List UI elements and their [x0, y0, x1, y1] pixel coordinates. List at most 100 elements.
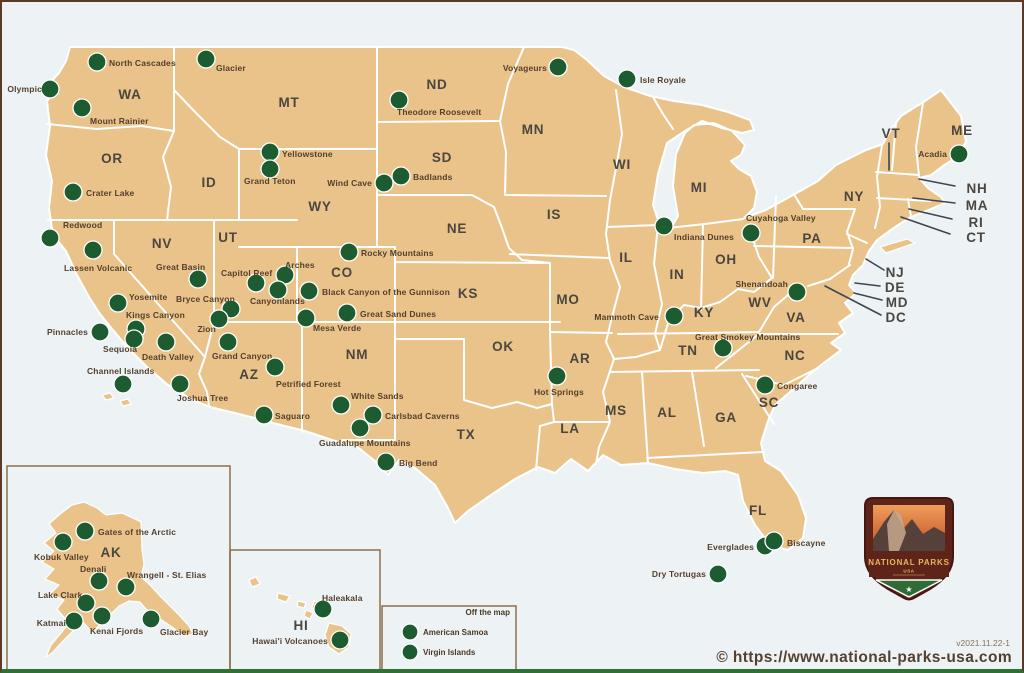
park-marker-zion[interactable]	[209, 309, 229, 329]
callout-line-ri	[908, 208, 953, 220]
park-marker-kenai-fjords[interactable]	[92, 606, 112, 626]
park-marker-grand-canyon[interactable]	[218, 332, 238, 352]
park-marker-north-cascades[interactable]	[87, 52, 107, 72]
state-label-sc: SC	[759, 395, 779, 410]
park-item-white-sands: White Sands	[331, 391, 404, 415]
park-item-grand-canyon: Grand Canyon	[212, 332, 272, 361]
park-marker-saguaro[interactable]	[254, 405, 274, 425]
park-marker-badlands[interactable]	[391, 166, 411, 186]
park-marker-olympic[interactable]	[40, 79, 60, 99]
park-item-great-smokey-mountains: Great Smokey Mountains	[695, 332, 800, 358]
park-item-voyageurs: Voyageurs	[503, 57, 568, 77]
park-marker-glacier[interactable]	[196, 49, 216, 69]
park-marker-grand-teton[interactable]	[260, 159, 280, 179]
park-label-congaree: Congaree	[777, 381, 818, 391]
park-label-carlsbad-caverns: Carlsbad Caverns	[385, 411, 460, 421]
park-marker-great-basin[interactable]	[188, 269, 208, 289]
park-label-wind-cave: Wind Cave	[327, 178, 372, 188]
state-label-nd: ND	[426, 77, 447, 92]
park-marker-guadalupe-mountains[interactable]	[350, 418, 370, 438]
park-item-crater-lake: Crater Lake	[63, 182, 134, 202]
park-marker-denali[interactable]	[89, 571, 109, 591]
park-marker-shenandoah[interactable]	[787, 282, 807, 302]
park-marker-white-sands[interactable]	[331, 395, 351, 415]
park-marker-lake-clark[interactable]	[76, 593, 96, 613]
state-label-co: CO	[331, 265, 353, 280]
park-item-wrangell-st-elias: Wrangell - St. Elias	[116, 570, 206, 597]
park-marker-haleakala[interactable]	[313, 599, 333, 619]
park-label-wrangell-st-elias: Wrangell - St. Elias	[127, 570, 206, 580]
park-marker-voyageurs[interactable]	[548, 57, 568, 77]
park-marker-channel-islands[interactable]	[113, 374, 133, 394]
park-marker-big-bend[interactable]	[376, 452, 396, 472]
park-marker-black-canyon-of-the-gunnison[interactable]	[299, 281, 319, 301]
park-marker-joshua-tree[interactable]	[170, 374, 190, 394]
park-marker-congaree[interactable]	[755, 375, 775, 395]
park-marker-carlsbad-caverns[interactable]	[363, 405, 383, 425]
park-marker-petrified-forest[interactable]	[265, 357, 285, 377]
state-label-in: IN	[669, 267, 684, 282]
state-label-ut: UT	[218, 230, 238, 245]
park-marker-rocky-mountains[interactable]	[339, 242, 359, 262]
state-label-tn: TN	[678, 343, 698, 358]
park-label-mount-rainier: Mount Rainier	[90, 116, 149, 126]
park-marker-hawai-i-volcanoes[interactable]	[330, 630, 350, 650]
park-marker-wrangell-st-elias[interactable]	[116, 577, 136, 597]
park-marker-canyonlands[interactable]	[268, 280, 288, 300]
park-marker-great-sand-dunes[interactable]	[337, 303, 357, 323]
state-label-me: ME	[951, 123, 973, 138]
park-marker-great-smokey-mountains[interactable]	[713, 338, 733, 358]
park-label-big-bend: Big Bend	[399, 458, 438, 468]
park-label-voyageurs: Voyageurs	[503, 63, 547, 73]
park-marker-redwood[interactable]	[40, 228, 60, 248]
park-marker-crater-lake[interactable]	[63, 182, 83, 202]
legend-layer: American Samoa Virgin Islands	[401, 623, 488, 661]
legend-marker-virgin-islands[interactable]	[401, 643, 419, 661]
park-marker-theodore-roosevelt[interactable]	[389, 90, 409, 110]
park-marker-capitol-reef[interactable]	[246, 273, 266, 293]
park-marker-mammoth-cave[interactable]	[664, 306, 684, 326]
park-marker-katmai[interactable]	[64, 611, 84, 631]
park-marker-mount-rainier[interactable]	[72, 98, 92, 118]
park-marker-kobuk-valley[interactable]	[53, 532, 73, 552]
logo-banner	[869, 553, 949, 577]
state-label-il: IL	[619, 250, 633, 265]
park-marker-mesa-verde[interactable]	[296, 308, 316, 328]
park-marker-hot-springs[interactable]	[547, 366, 567, 386]
park-label-shenandoah: Shenandoah	[735, 279, 788, 289]
off-the-map-legend-box	[381, 605, 517, 669]
park-item-petrified-forest: Petrified Forest	[265, 357, 341, 389]
legend-marker-american-samoa[interactable]	[401, 623, 419, 641]
park-marker-pinnacles[interactable]	[90, 322, 110, 342]
park-label-redwood: Redwood	[63, 220, 102, 230]
state-label-wv: WV	[748, 295, 771, 310]
park-marker-acadia[interactable]	[949, 144, 969, 164]
park-label-olympic: Olympic	[7, 84, 42, 94]
state-label-mt: MT	[278, 95, 299, 110]
park-marker-isle-royale[interactable]	[617, 69, 637, 89]
park-marker-dry-tortugas[interactable]	[708, 564, 728, 584]
logo-subtitle: USA	[903, 569, 914, 574]
website-url-link[interactable]: © https://www.national-parks-usa.com	[716, 649, 1012, 666]
park-marker-cuyahoga-valley[interactable]	[741, 223, 761, 243]
park-marker-lassen-volcanic[interactable]	[83, 240, 103, 260]
park-marker-sequoia[interactable]	[124, 329, 144, 349]
park-marker-yellowstone[interactable]	[260, 142, 280, 162]
park-item-hot-springs: Hot Springs	[534, 366, 584, 397]
park-marker-biscayne[interactable]	[764, 531, 784, 551]
park-marker-glacier-bay[interactable]	[141, 609, 161, 629]
park-marker-yosemite[interactable]	[108, 293, 128, 313]
park-item-death-valley: Death Valley	[142, 332, 194, 362]
park-marker-wind-cave[interactable]	[374, 173, 394, 193]
park-marker-gates-of-the-arctic[interactable]	[75, 521, 95, 541]
park-item-redwood: Redwood	[40, 220, 102, 248]
park-marker-death-valley[interactable]	[156, 332, 176, 352]
state-label-wi: WI	[613, 157, 631, 172]
park-marker-indiana-dunes[interactable]	[654, 216, 674, 236]
state-label-fl: FL	[749, 503, 767, 518]
park-label-guadalupe-mountains: Guadalupe Mountains	[319, 438, 411, 448]
park-label-glacier: Glacier	[216, 63, 246, 73]
park-label-great-basin: Great Basin	[156, 262, 205, 272]
park-label-gates-of-the-arctic: Gates of the Arctic	[98, 527, 176, 537]
